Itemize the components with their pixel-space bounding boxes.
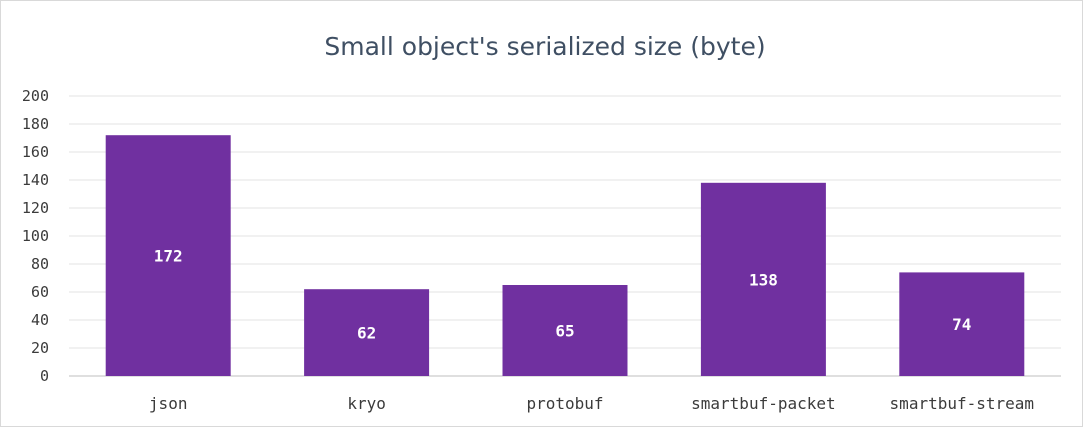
data-label-smartbuf-packet: 138 (749, 270, 778, 289)
y-tick-label: 140 (22, 171, 49, 189)
gridlines (69, 95, 1061, 377)
bar-smartbuf-packet (700, 182, 826, 376)
x-tick-label-smartbuf-stream: smartbuf-stream (890, 394, 1035, 413)
x-tick-label-kryo: kryo (347, 394, 386, 413)
data-labels: 172 62 65 138 74 (154, 247, 972, 343)
y-tick-label: 60 (31, 283, 49, 301)
chart-title: Small object's serialized size (byte) (324, 32, 765, 61)
data-label-kryo: 62 (357, 324, 376, 343)
y-tick-label: 80 (31, 255, 49, 273)
bars (105, 135, 1025, 376)
y-tick-label: 40 (31, 311, 49, 329)
bar-json (105, 135, 231, 376)
y-tick-label: 120 (22, 199, 49, 217)
data-label-protobuf: 65 (555, 322, 574, 341)
x-tick-label-smartbuf-packet: smartbuf-packet (691, 394, 836, 413)
y-axis: 0 20 40 60 80 100 120 140 160 180 200 (22, 87, 49, 385)
y-tick-label: 100 (22, 227, 49, 245)
bar-protobuf (502, 285, 628, 376)
y-tick-label: 0 (40, 367, 49, 385)
y-tick-label: 200 (22, 87, 49, 105)
bar-kryo (304, 289, 430, 376)
y-tick-label: 180 (22, 115, 49, 133)
x-tick-label-json: json (149, 394, 188, 413)
data-label-smartbuf-stream: 74 (952, 315, 971, 334)
y-tick-label: 20 (31, 339, 49, 357)
data-label-json: 172 (154, 247, 183, 266)
y-tick-label: 160 (22, 143, 49, 161)
bar-smartbuf-stream (899, 272, 1025, 376)
x-axis: json kryo protobuf smartbuf-packet smartbuf-… (149, 394, 1034, 413)
x-tick-label-protobuf: protobuf (526, 394, 603, 413)
